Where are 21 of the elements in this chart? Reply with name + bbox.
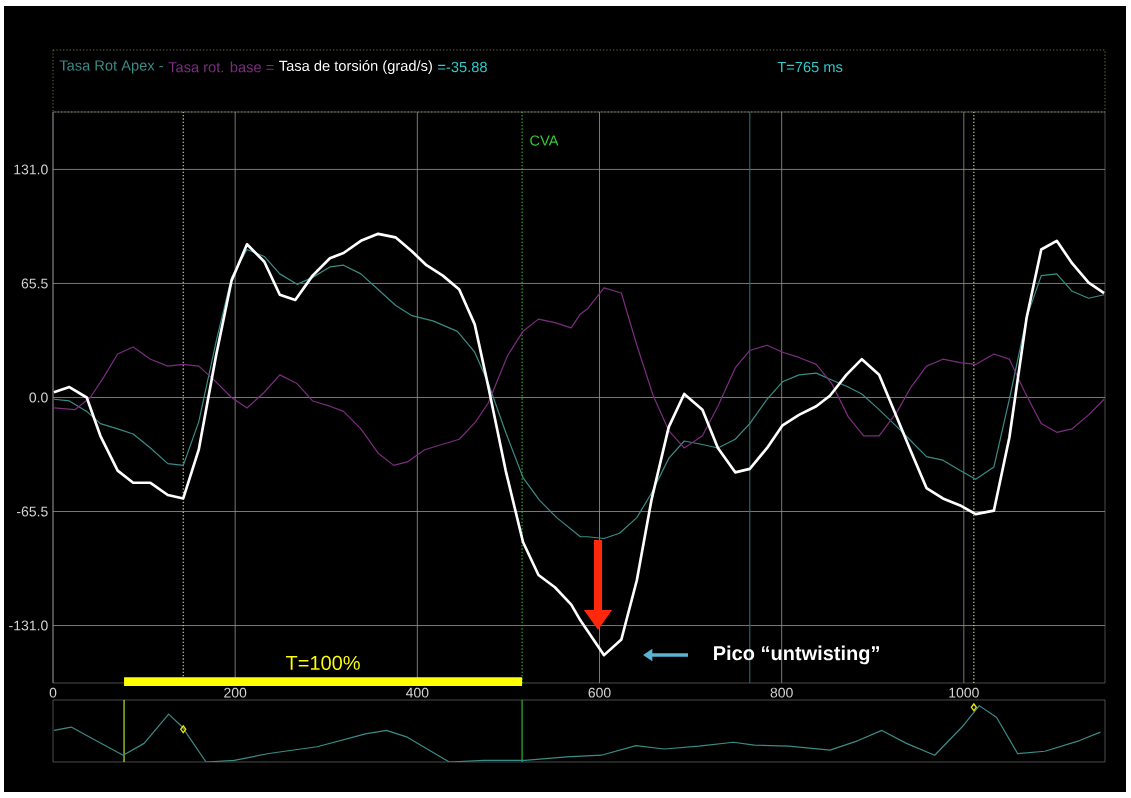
x-tick-label: 400: [405, 687, 429, 698]
text: Tasa de torsión (grad/s): [279, 60, 432, 74]
line-series: [53, 248, 1105, 540]
y-tick-label: 0.0: [29, 392, 48, 403]
ref-line-label: CVA: [530, 135, 559, 146]
text: T=765 ms: [777, 61, 843, 73]
text: Tasa Rot Apex -: [59, 60, 163, 74]
x-tick-label: 800: [770, 687, 793, 698]
x-tick-label: 0: [49, 687, 57, 698]
x-tick-label: 1000: [949, 687, 979, 698]
y-tick-label: -65.5: [17, 506, 48, 517]
y-tick-label: 65.5: [21, 278, 48, 289]
y-tick-label: 131.0: [14, 164, 48, 175]
text: Tasa rot. base =: [168, 61, 274, 73]
x-tick-label: 600: [588, 687, 611, 698]
line-series: [53, 287, 1105, 466]
annotation: T=100%: [285, 655, 360, 670]
x-tick-label: 200: [224, 687, 247, 698]
annotation: Pico “untwisting”: [714, 645, 880, 665]
y-tick-label: -131.0: [9, 620, 48, 631]
text: =-35.88: [438, 61, 487, 73]
